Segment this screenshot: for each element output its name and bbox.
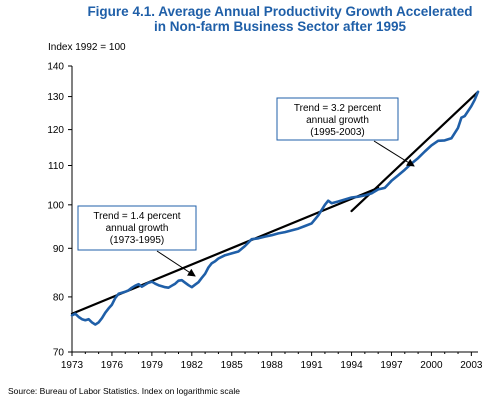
chart-title: Figure 4.1. Average Annual Productivity … <box>70 4 490 34</box>
annotation-arrow <box>373 140 415 167</box>
annotation-text: (1973-1995) <box>110 235 164 246</box>
y-tick-label: 110 <box>48 161 64 172</box>
y-tick-label: 140 <box>47 62 64 73</box>
x-tick-label: 1979 <box>141 360 164 371</box>
x-tick-label: 1994 <box>340 360 363 371</box>
annotation-text: annual growth <box>106 223 169 234</box>
x-tick-label: 2003 <box>460 360 483 371</box>
x-tick-label: 1985 <box>221 360 244 371</box>
productivity-series-line <box>70 90 480 326</box>
annotation-box <box>276 97 399 141</box>
annotation-arrow <box>156 250 196 277</box>
trend-lines <box>70 90 480 315</box>
y-tick-label: 70 <box>53 348 65 359</box>
x-tick-label: 2000 <box>420 360 443 371</box>
annotation-text: annual growth <box>306 115 369 126</box>
x-tick-label: 1988 <box>261 360 284 371</box>
x-tick-label: 1991 <box>300 360 323 371</box>
annotation-text: Trend = 3.2 percent <box>294 103 381 114</box>
chart-axes: 70 80 90 100 110 120 130 140 1973 1976 1979 1982 198… <box>47 62 483 372</box>
chart-title-line-2: in Non-farm Business Sector after 1995 <box>153 19 407 34</box>
trend-line-2 <box>350 90 480 213</box>
annotation-arrows <box>156 140 415 277</box>
annotation-text: (1995-2003) <box>310 127 364 138</box>
annotation-text: Trend = 1.4 percent <box>93 211 180 222</box>
chart-title-line-1: Figure 4.1. Average Annual Productivity … <box>87 4 473 19</box>
x-tick-label: 1973 <box>61 360 84 371</box>
series-lines <box>70 90 480 326</box>
annotation-box <box>77 205 197 251</box>
y-tick-label: 100 <box>47 200 64 211</box>
source-note: Source: Bureau of Labor Statistics. Inde… <box>8 386 240 396</box>
x-tick-label: 1976 <box>101 360 124 371</box>
y-tick-label: 120 <box>47 125 64 136</box>
y-tick-label: 80 <box>53 292 65 303</box>
x-tick-label: 1997 <box>380 360 403 371</box>
y-axis-label: Index 1992 = 100 <box>48 42 126 53</box>
y-tick-label: 130 <box>47 92 64 103</box>
y-tick-label: 90 <box>53 244 65 255</box>
x-tick-label: 1982 <box>181 360 204 371</box>
